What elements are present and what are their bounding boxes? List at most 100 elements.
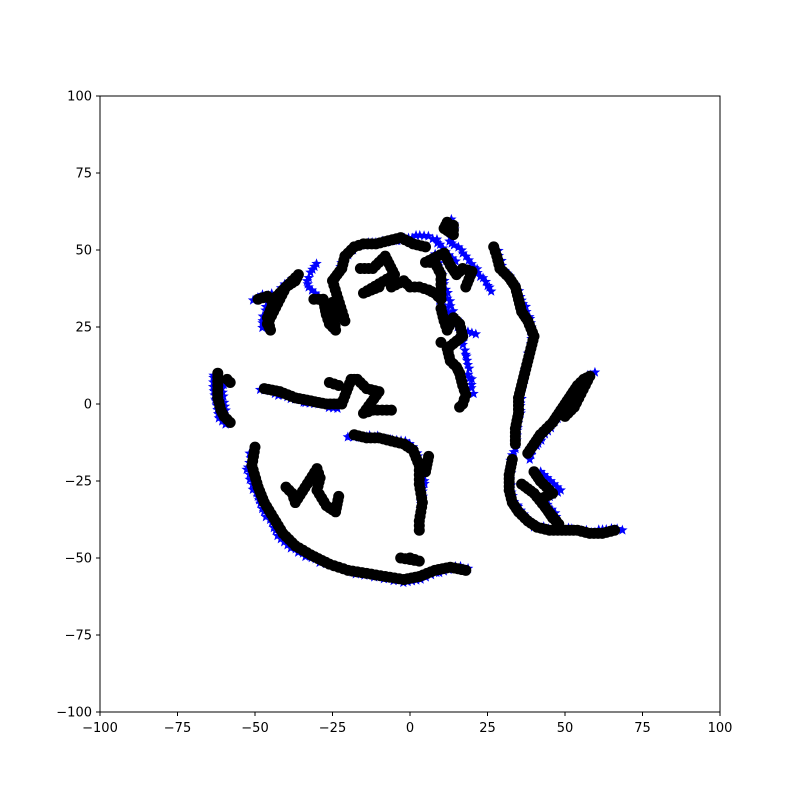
- data-point: [302, 278, 313, 289]
- x-tick-label: −75: [164, 721, 191, 736]
- data-point: [441, 216, 453, 228]
- x-tick-label: 50: [557, 721, 574, 736]
- data-point: [457, 247, 468, 258]
- data-point: [305, 266, 316, 277]
- data-point: [485, 285, 497, 296]
- data-point: [224, 416, 236, 428]
- data-point: [464, 362, 475, 373]
- y-tick-label: 75: [75, 167, 92, 182]
- data-point: [442, 292, 453, 303]
- data-point: [466, 373, 478, 384]
- data-point: [538, 469, 550, 480]
- data-point: [272, 530, 283, 541]
- data-point: [442, 287, 454, 298]
- data-point: [310, 287, 321, 298]
- data-point: [260, 511, 272, 522]
- x-tick-label: −100: [82, 721, 118, 736]
- data-point: [482, 280, 493, 291]
- data-point: [224, 376, 236, 388]
- y-tick-label: −100: [56, 706, 92, 721]
- data-point: [462, 326, 474, 337]
- data-point: [385, 404, 397, 416]
- data-point: [484, 281, 495, 292]
- plot-area: [207, 213, 628, 588]
- y-tick-label: 50: [75, 244, 92, 259]
- data-point: [311, 258, 322, 269]
- data-point: [448, 239, 460, 250]
- data-point: [508, 446, 520, 457]
- data-point: [477, 272, 489, 283]
- x-tick-label: −50: [241, 721, 268, 736]
- plot-frame: [99, 95, 721, 713]
- data-point: [457, 339, 469, 350]
- data-point: [446, 237, 457, 248]
- data-point: [432, 237, 443, 248]
- data-point: [423, 450, 435, 462]
- x-axis: −100 −75 −50 −25 0 25 50 75 100: [82, 712, 732, 736]
- data-point: [552, 481, 563, 492]
- series-circle: [212, 216, 621, 586]
- x-tick-label: −25: [319, 721, 346, 736]
- data-point: [342, 431, 354, 442]
- data-point: [460, 250, 472, 261]
- data-point: [309, 261, 320, 272]
- data-point: [456, 244, 467, 255]
- data-point: [548, 478, 560, 489]
- data-point: [559, 410, 571, 422]
- data-point: [466, 327, 478, 338]
- data-point: [542, 472, 553, 483]
- data-point: [470, 328, 482, 339]
- y-tick-label: −50: [65, 552, 92, 567]
- data-point: [589, 366, 601, 377]
- x-tick-label: 0: [406, 721, 414, 736]
- data-point: [241, 464, 252, 475]
- data-point: [461, 350, 472, 361]
- data-point: [555, 484, 566, 495]
- data-point: [617, 524, 628, 535]
- data-point: [444, 235, 455, 246]
- data-point: [444, 295, 456, 306]
- data-point: [423, 230, 434, 241]
- data-point: [447, 305, 459, 316]
- data-point: [410, 229, 422, 240]
- data-point: [450, 255, 461, 266]
- data-point: [468, 388, 479, 399]
- data-point: [466, 258, 477, 269]
- data-point: [461, 355, 473, 366]
- data-point: [307, 264, 318, 274]
- series-layer: [207, 213, 628, 588]
- data-point: [445, 300, 456, 311]
- data-point: [218, 390, 229, 401]
- data-point: [463, 369, 474, 379]
- data-point: [303, 281, 314, 292]
- data-point: [303, 272, 314, 283]
- data-point: [475, 271, 486, 282]
- data-point: [333, 490, 345, 502]
- data-point: [459, 344, 471, 355]
- data-point: [524, 453, 535, 464]
- data-point: [435, 336, 447, 348]
- data-point: [462, 359, 474, 370]
- data-point: [516, 478, 528, 490]
- data-point: [373, 281, 385, 293]
- y-tick-label: 25: [75, 321, 92, 336]
- data-point: [244, 474, 255, 485]
- data-point: [434, 239, 446, 249]
- y-tick-label: −25: [65, 475, 92, 490]
- x-tick-label: 100: [708, 721, 733, 736]
- data-point: [463, 254, 475, 265]
- y-axis: −100 −75 −50 −25 0 25 50 75 100: [56, 90, 100, 721]
- data-point: [609, 524, 621, 536]
- data-point: [413, 524, 425, 536]
- data-point: [509, 438, 521, 450]
- y-tick-label: 100: [67, 90, 92, 105]
- data-point: [535, 466, 546, 477]
- data-point: [472, 267, 483, 278]
- data-point: [454, 401, 466, 413]
- data-point: [306, 284, 318, 295]
- data-point: [395, 552, 407, 564]
- data-point: [420, 241, 431, 253]
- data-point: [271, 290, 283, 302]
- data-point: [466, 382, 477, 393]
